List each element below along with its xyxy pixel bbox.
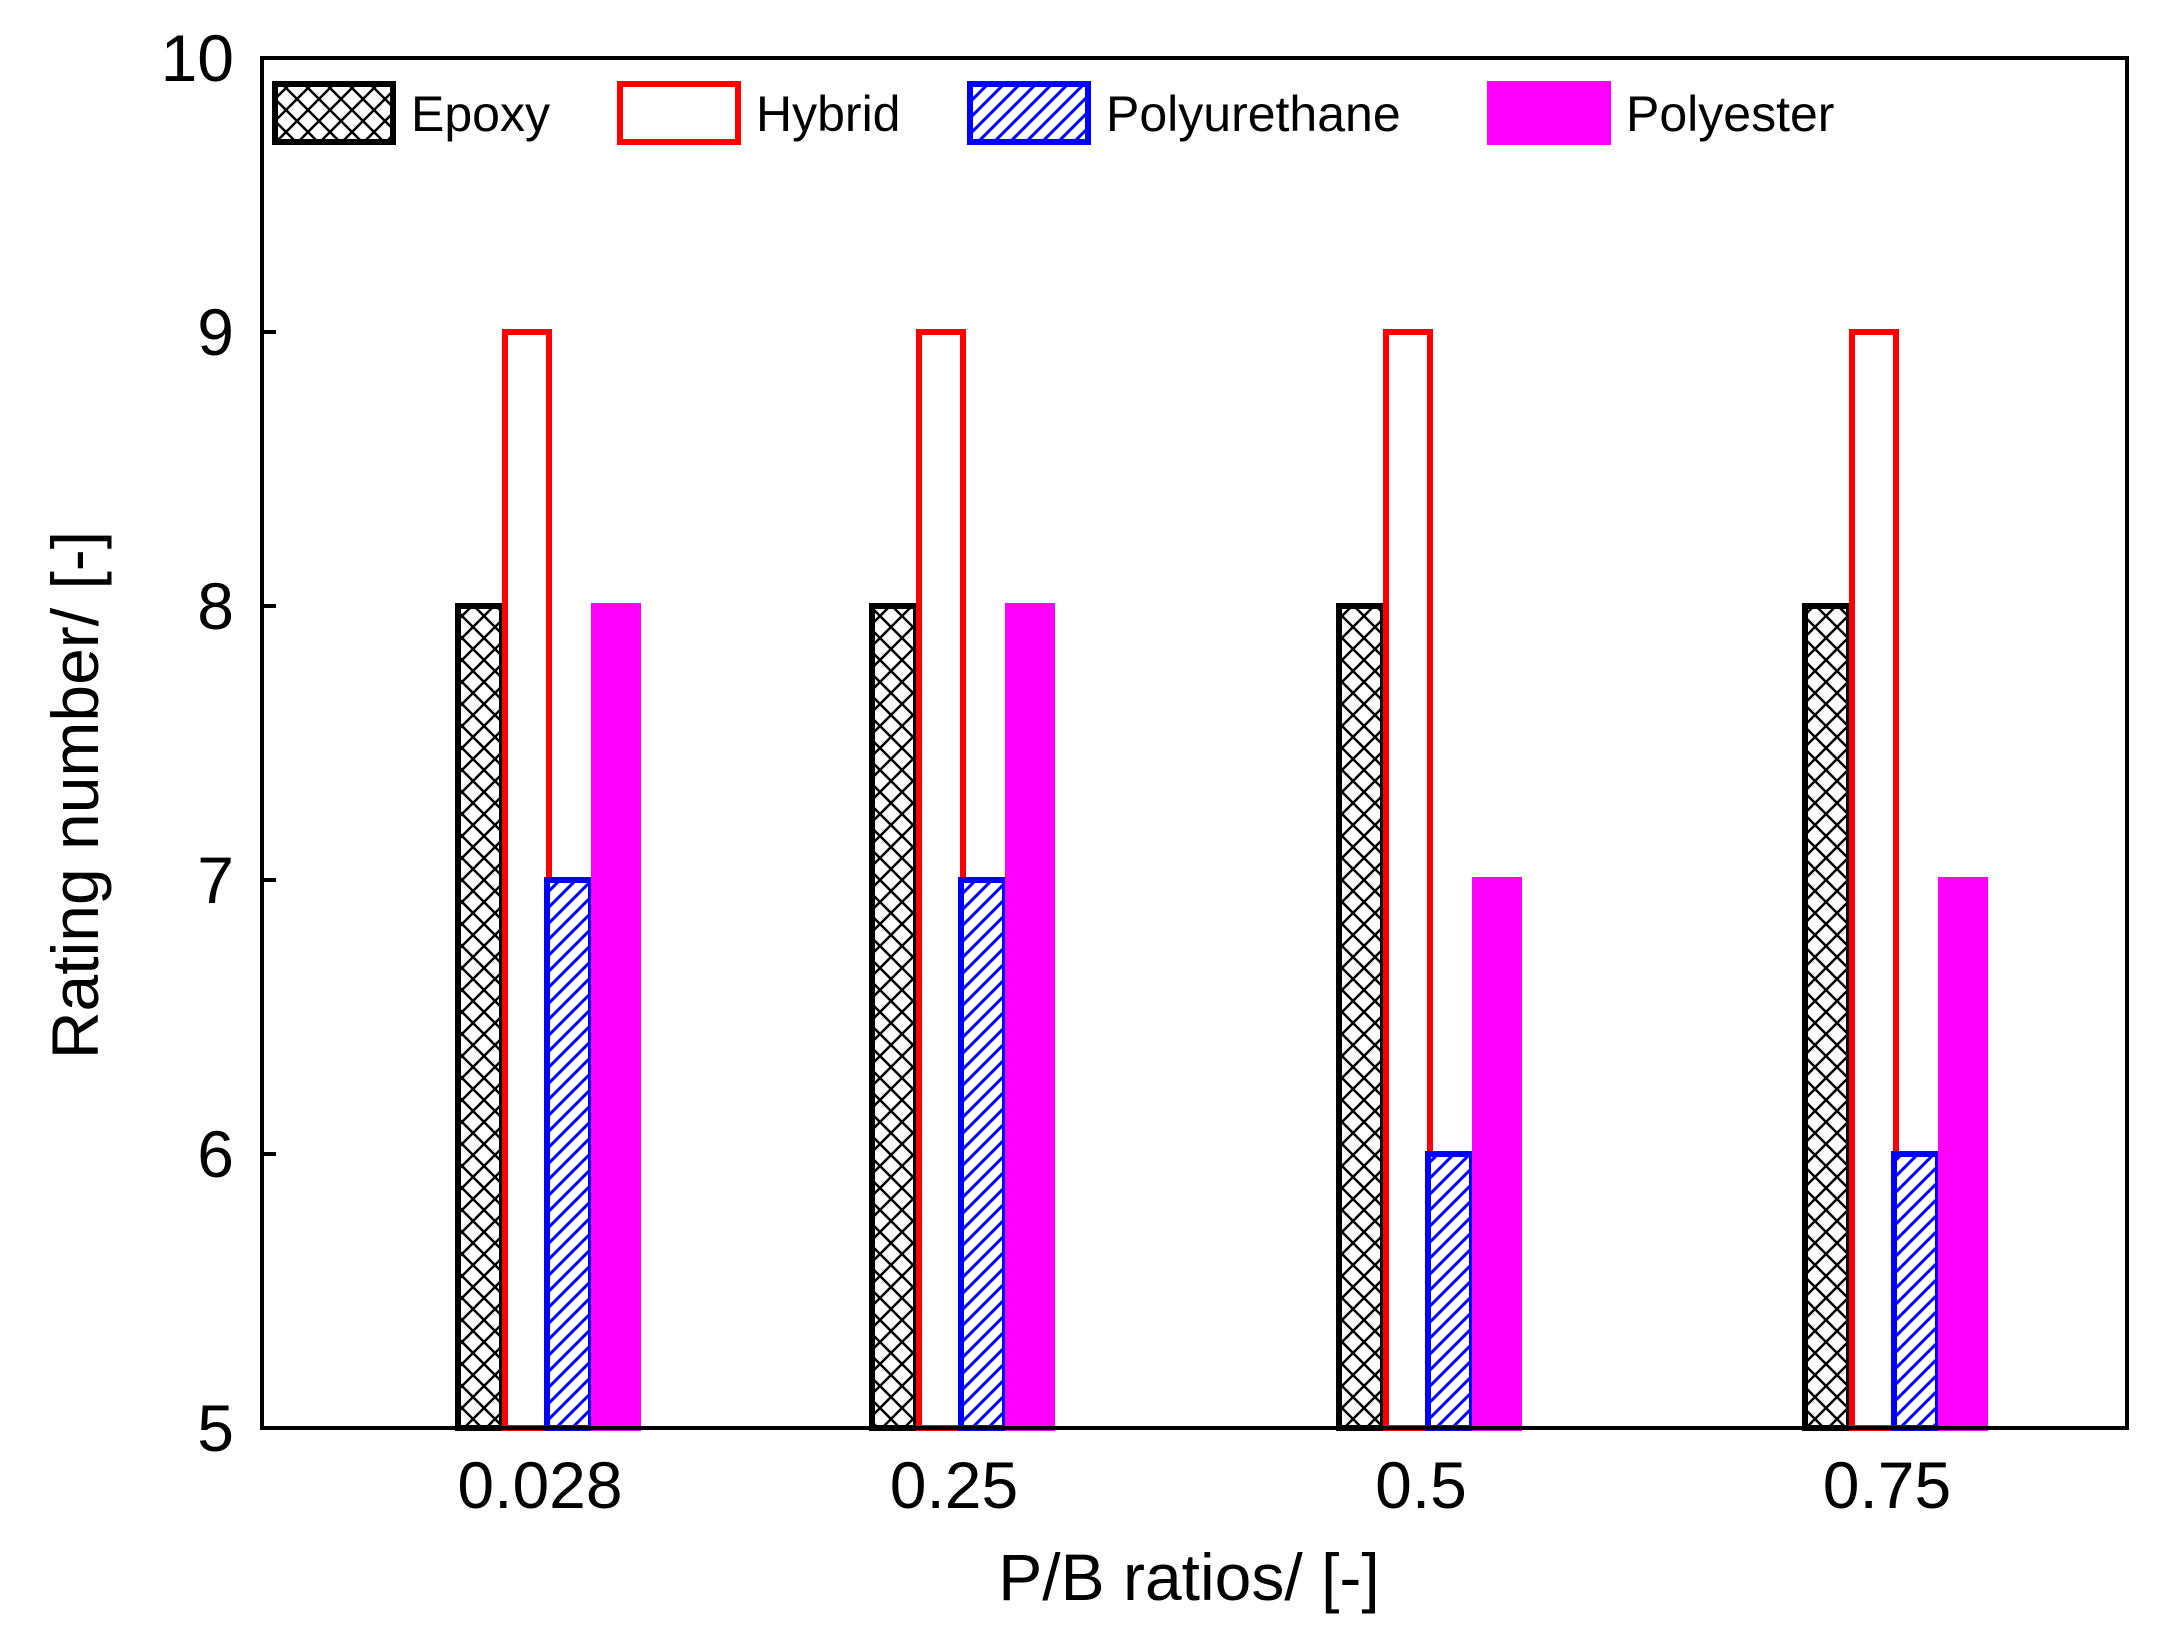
bar-epoxy-0.028: [455, 603, 505, 1431]
y-tick-label: 6: [197, 1117, 234, 1191]
y-tick-label: 9: [197, 295, 234, 369]
x-tick-label: 0.028: [457, 1448, 622, 1522]
y-tick-label: 8: [197, 569, 234, 643]
bar-epoxy-0.25: [869, 603, 919, 1431]
legend-swatch: [617, 81, 741, 145]
bar-hybrid-0.028: [502, 329, 552, 1431]
plot-frame: [260, 56, 2129, 1430]
bar-epoxy-0.75: [1802, 603, 1852, 1431]
x-tick-label: 0.25: [890, 1448, 1018, 1522]
bar-epoxy-0.5: [1336, 603, 1386, 1431]
legend-item-polyester: Polyester: [1487, 81, 1834, 145]
bar-polyester-0.75: [1938, 877, 1988, 1431]
y-tick-label: 5: [197, 1391, 234, 1465]
legend-swatch: [967, 81, 1091, 145]
legend-swatch: [272, 81, 396, 145]
legend-item-epoxy: Epoxy: [272, 81, 550, 145]
legend-item-polyurethane: Polyurethane: [967, 81, 1401, 145]
y-axis-title: Rating number/ [-]: [38, 531, 112, 1059]
bar-polyurethane-0.25: [958, 877, 1008, 1431]
bar-polyester-0.028: [591, 603, 641, 1431]
legend-label: Polyester: [1626, 86, 1834, 142]
bar-hybrid-0.25: [916, 329, 966, 1431]
x-tick-label: 0.75: [1823, 1448, 1951, 1522]
bar-polyester-0.5: [1472, 877, 1522, 1431]
legend-label: Hybrid: [756, 86, 900, 142]
x-tick-label: 0.5: [1375, 1448, 1467, 1522]
bars-layer: [455, 329, 1988, 1431]
legend-label: Polyurethane: [1106, 86, 1401, 142]
y-tick-label: 10: [161, 21, 234, 95]
bar-polyurethane-0.5: [1425, 1151, 1475, 1431]
legend: Epoxy Hybrid Polyurethane Polyester: [272, 81, 1834, 145]
bar-polyurethane-0.75: [1891, 1151, 1941, 1431]
bar-polyurethane-0.028: [544, 877, 594, 1431]
bar-hybrid-0.75: [1849, 329, 1899, 1431]
bar-hybrid-0.5: [1383, 329, 1433, 1431]
bar-polyester-0.25: [1005, 603, 1055, 1431]
legend-swatch: [1487, 81, 1611, 145]
y-tick-label: 7: [197, 843, 234, 917]
x-axis-title: P/B ratios/ [-]: [998, 1540, 1379, 1614]
legend-item-hybrid: Hybrid: [617, 81, 900, 145]
legend-label: Epoxy: [411, 86, 550, 142]
